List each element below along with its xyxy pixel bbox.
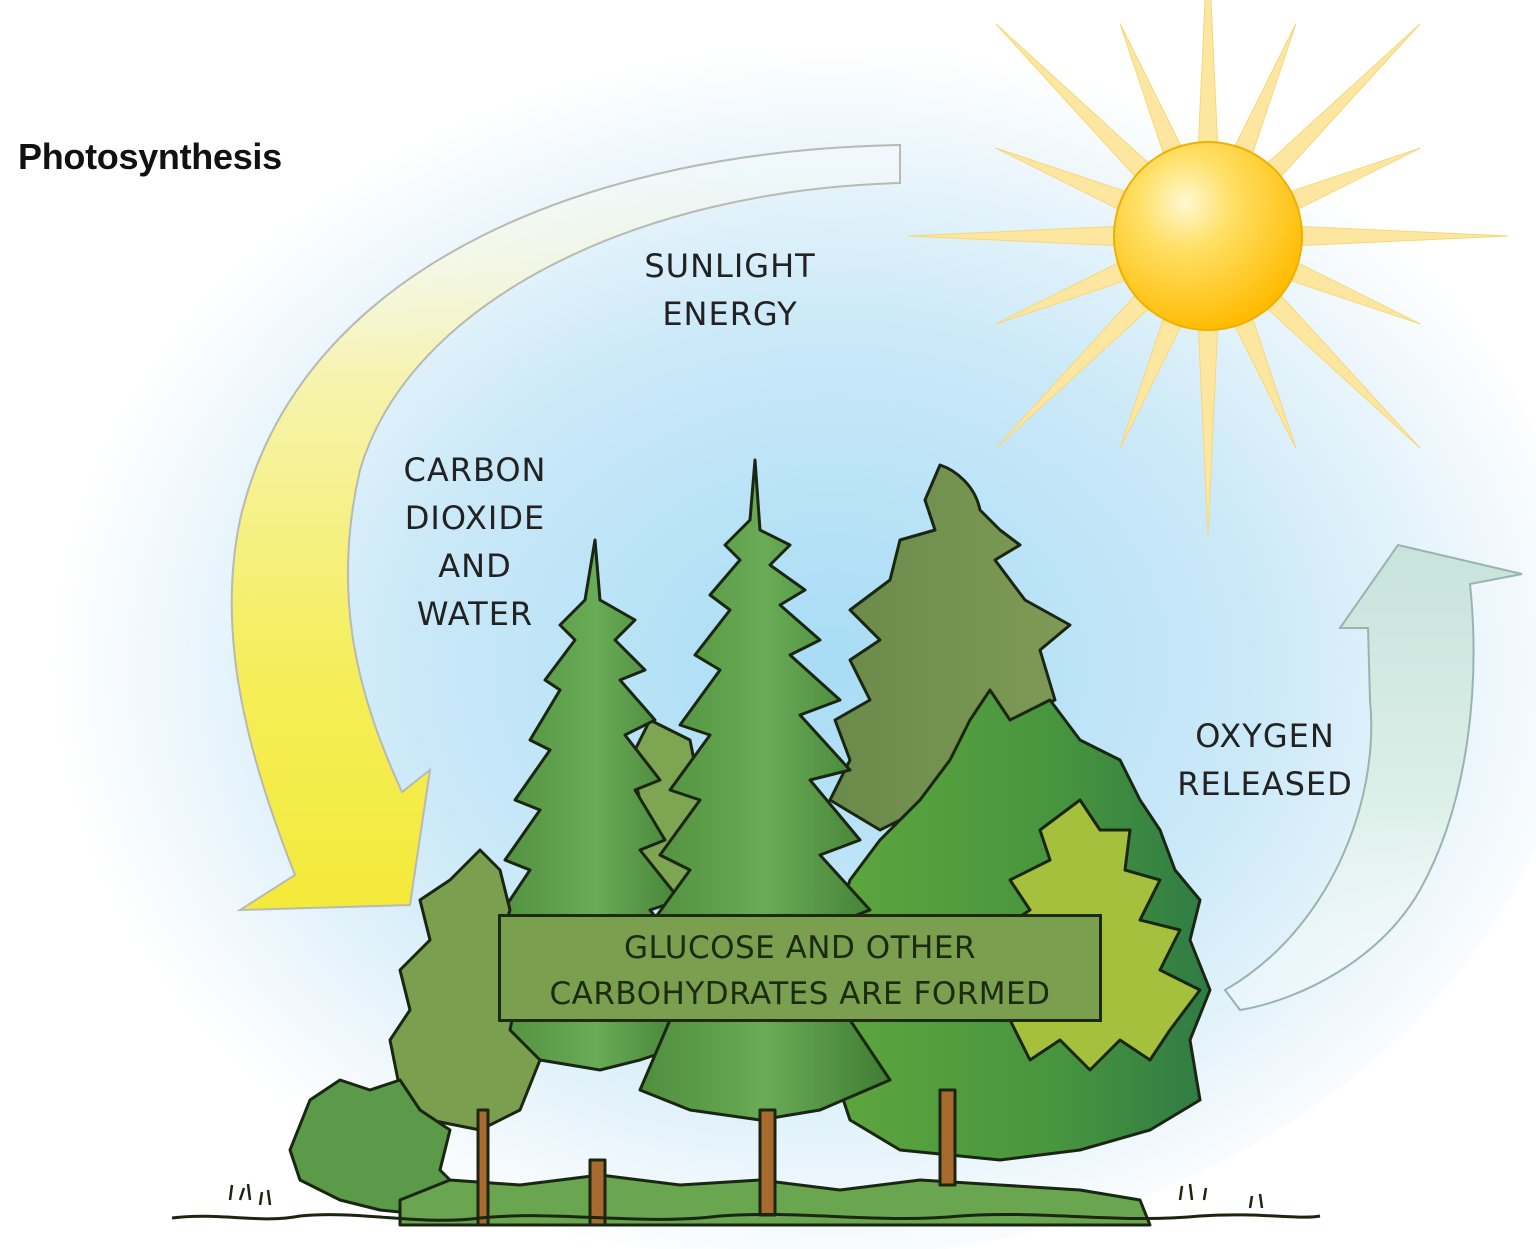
tree-trunk xyxy=(938,1088,957,1187)
sun-ray xyxy=(1267,23,1421,177)
label-line: CARBON xyxy=(403,451,547,489)
grass-tufts xyxy=(228,1183,1264,1209)
sun-ray xyxy=(1197,0,1219,142)
oxygen-released-label: OXYGEN RELEASED xyxy=(1150,712,1380,808)
label-line: OXYGEN xyxy=(1195,717,1335,755)
carbon-dioxide-water-label: CARBON DIOXIDE AND WATER xyxy=(380,446,570,638)
label-line: RELEASED xyxy=(1177,765,1353,803)
sun-icon xyxy=(1113,141,1303,331)
page-title: Photosynthesis xyxy=(18,136,282,177)
label-line: CARBOHYDRATES ARE FORMED xyxy=(549,976,1051,1012)
label-line: SUNLIGHT xyxy=(644,247,816,285)
sun-ray xyxy=(1302,225,1509,247)
tree-trunk xyxy=(476,1108,490,1227)
label-line: DIOXIDE xyxy=(404,499,546,537)
sunlight-energy-label: SUNLIGHT ENERGY xyxy=(620,242,840,338)
arrow-down-icon xyxy=(230,143,901,912)
tree-trunk xyxy=(758,1108,777,1217)
tree-trunk xyxy=(588,1158,607,1227)
sun-rays xyxy=(907,0,1509,537)
glucose-formed-box: GLUCOSE AND OTHER CARBOHYDRATES ARE FORM… xyxy=(498,914,1102,1022)
arrow-up-icon xyxy=(1223,543,1523,1012)
label-line: AND xyxy=(438,547,512,585)
label-line: WATER xyxy=(416,595,534,633)
sun-ray xyxy=(1234,23,1297,153)
ground-line xyxy=(171,1212,1321,1222)
label-line: ENERGY xyxy=(662,295,798,333)
label-line: GLUCOSE AND OTHER xyxy=(624,930,976,966)
